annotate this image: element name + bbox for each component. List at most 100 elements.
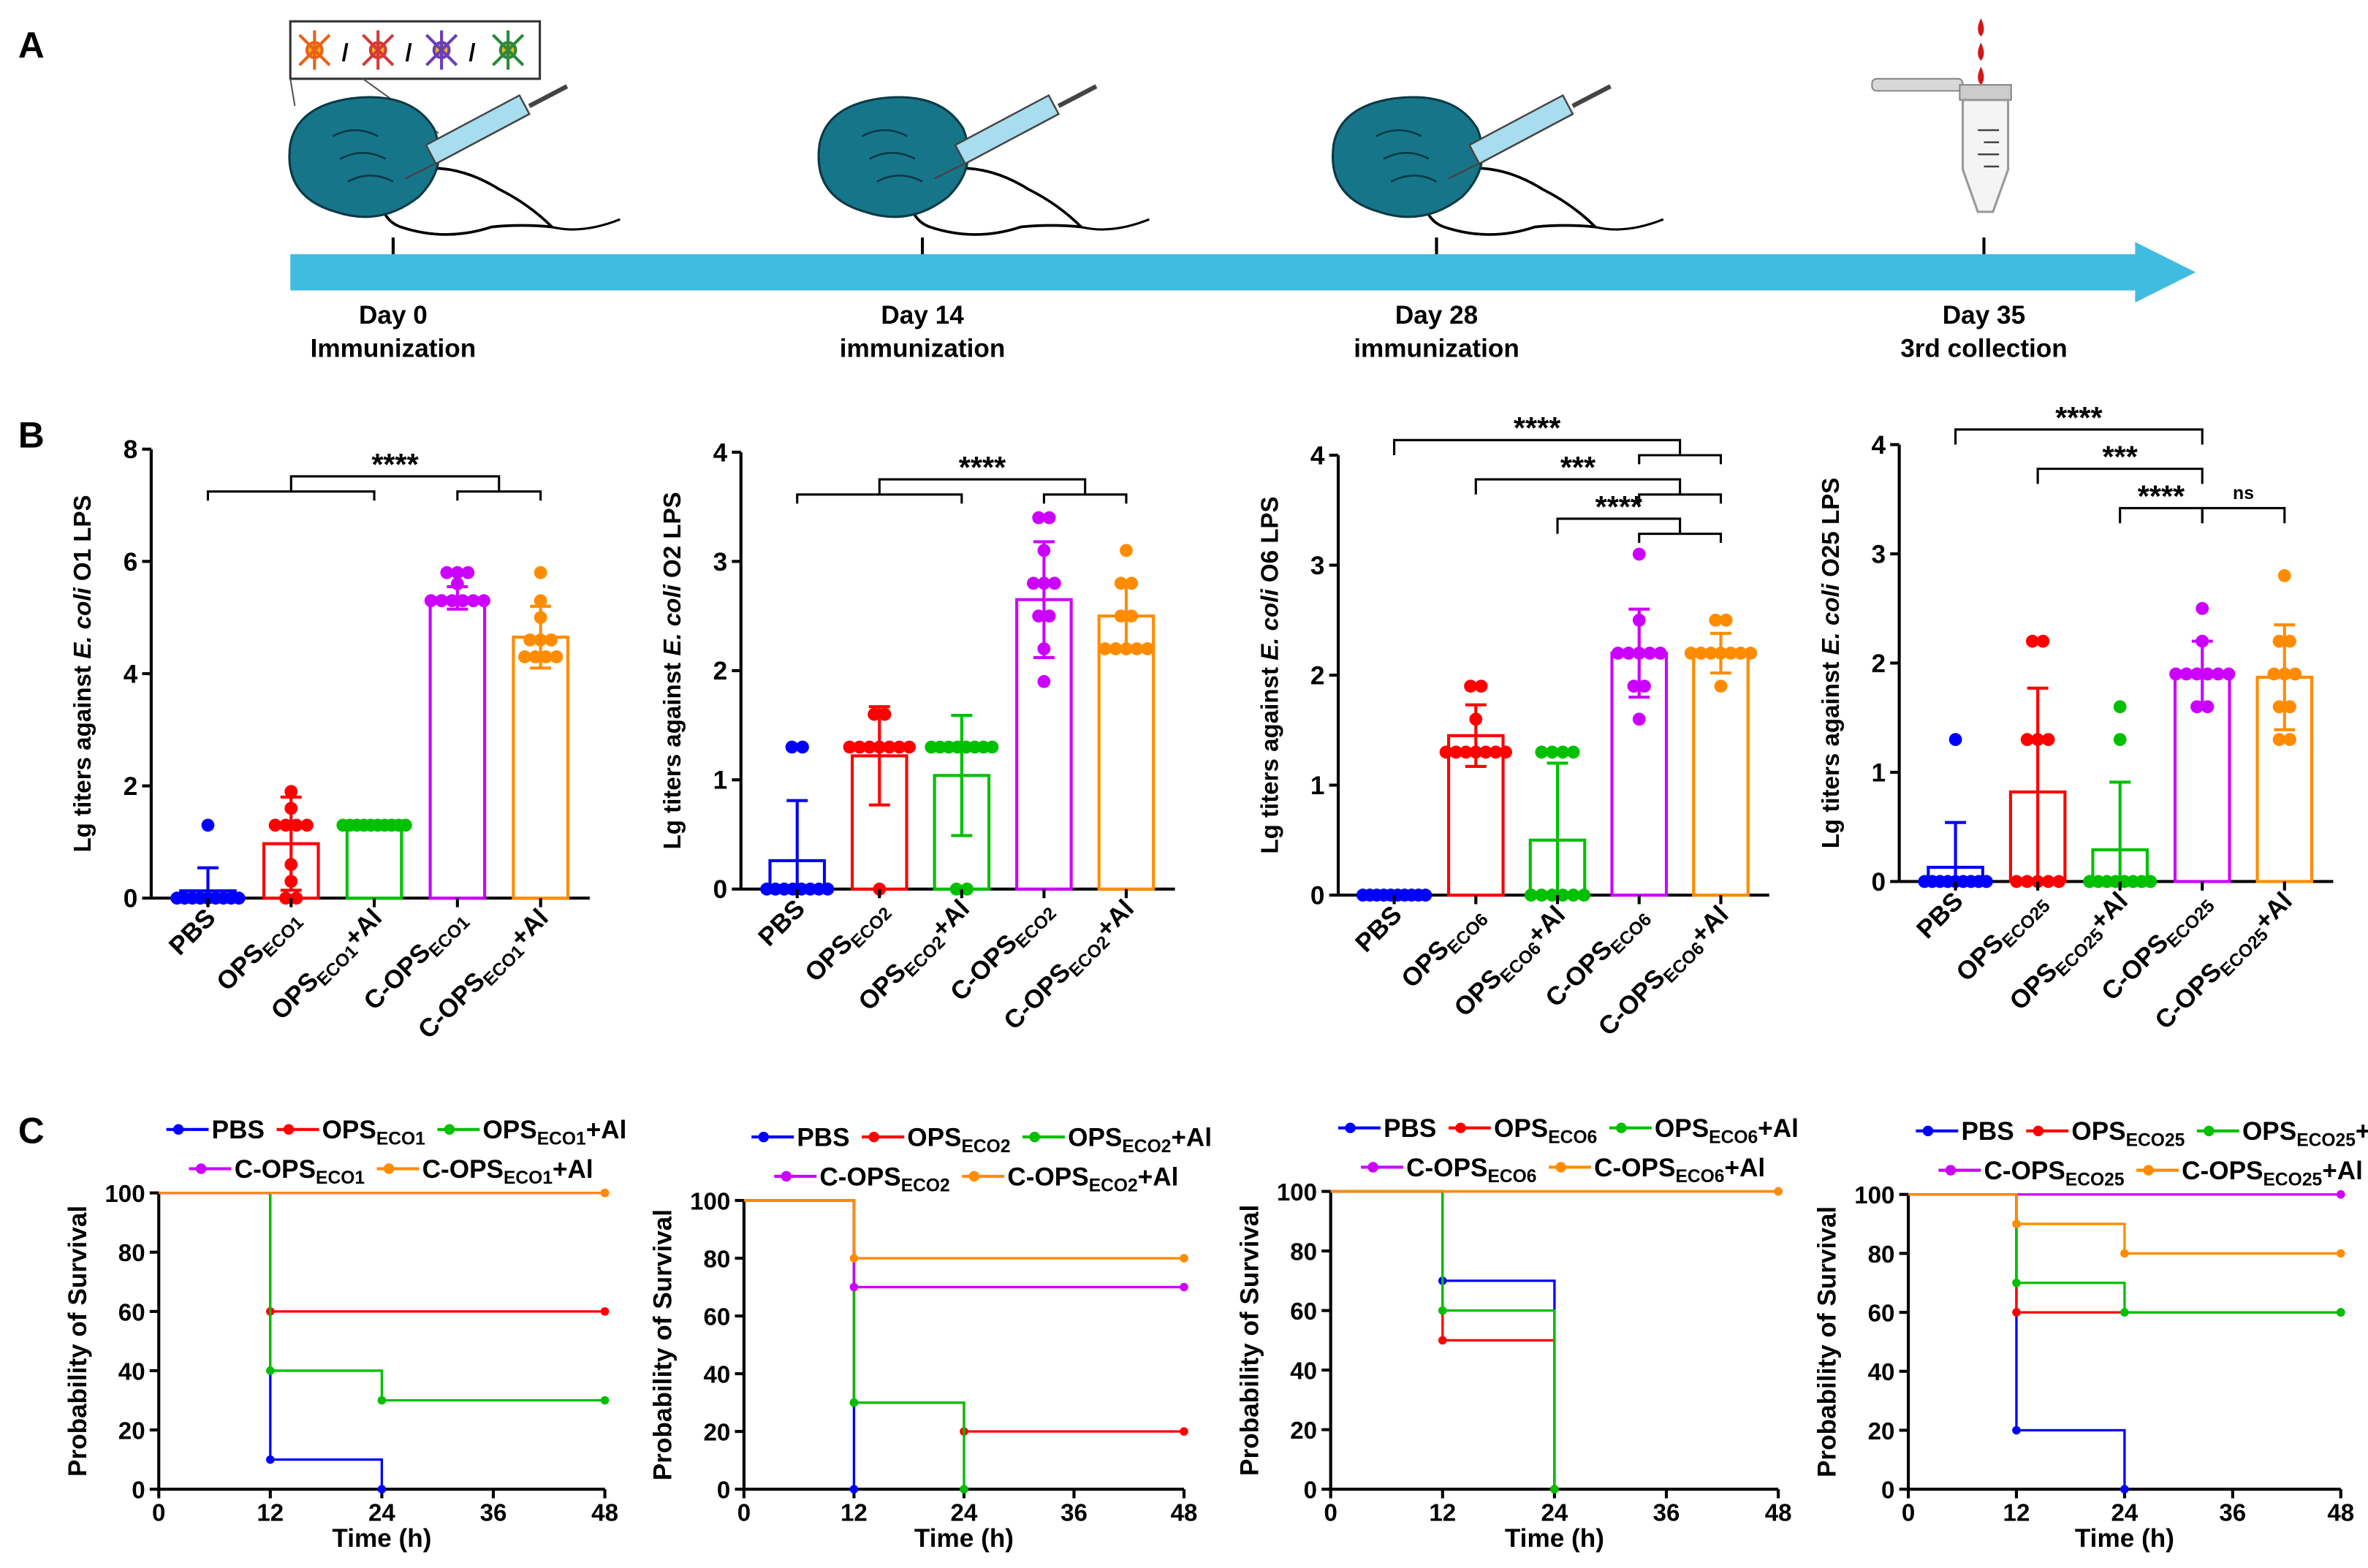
bar: [428, 596, 487, 900]
legend-marker: [1555, 1162, 1566, 1173]
legend-label: OPSECO6: [1494, 1114, 1597, 1147]
y-tick-label: 0: [132, 1477, 145, 1504]
data-point: [1037, 674, 1051, 688]
data-point: [1627, 680, 1641, 693]
data-point: [534, 594, 547, 608]
data-point: [466, 594, 480, 608]
data-point: [1109, 642, 1123, 655]
data-point: [1114, 609, 1128, 623]
bar: [345, 823, 403, 900]
text-part: OPS: [322, 1116, 376, 1144]
text-part: +Al: [1758, 1114, 1799, 1143]
data-point: [2169, 667, 2182, 681]
data-point: [2036, 634, 2050, 648]
censor-marker: [1438, 1336, 1447, 1345]
data-point: [279, 818, 292, 832]
text-part: +Al: [2356, 1117, 2368, 1146]
significance-bracket: [1556, 517, 1723, 544]
data-point: [1439, 745, 1453, 759]
data-point: [1037, 576, 1051, 590]
hand-folds: [1375, 129, 1438, 183]
y-tick-label: 2: [713, 657, 728, 685]
mouse-injection-icon: [1332, 84, 1664, 236]
data-point: [2113, 733, 2127, 747]
legend-marker: [444, 1124, 455, 1135]
data-point: [2277, 569, 2291, 582]
data-point: [399, 818, 412, 832]
text-part: C-OPS: [819, 1162, 900, 1191]
legend-marker: [383, 1163, 395, 1174]
significance-bracket: [2036, 468, 2204, 484]
legend-label: PBS: [212, 1116, 265, 1144]
text-part: OPS: [482, 1116, 536, 1144]
text-part: C-OPS: [1540, 935, 1617, 1013]
error-bar: [951, 714, 973, 837]
text-part: ECO2: [1122, 1137, 1171, 1157]
data-point: [2201, 700, 2215, 714]
text-part: C-OPS: [998, 958, 1076, 1035]
data-point: [2179, 667, 2193, 681]
y-tick-label: 2: [124, 772, 138, 801]
y-axis-label: Probability of Survival: [1235, 1205, 1264, 1476]
significance-label: ***: [2103, 441, 2139, 474]
data-point: [2020, 875, 2034, 888]
data-point: [1449, 745, 1463, 759]
text-part: ECO1: [316, 1168, 365, 1188]
needle: [404, 162, 436, 180]
y-tick-label: 4: [124, 660, 138, 688]
data-point: [2020, 733, 2034, 747]
significance-label: ****: [1514, 411, 1561, 445]
data-point: [1459, 745, 1473, 759]
mouse-injection-icon: [288, 84, 621, 236]
text-part: ECO2: [847, 904, 895, 952]
censor-marker: [849, 1485, 859, 1493]
x-tick-label: PBS: [1350, 900, 1408, 958]
legend-marker: [1945, 1165, 1957, 1176]
text-part: Lg titers against: [1818, 655, 1845, 848]
y-tick-label: 0: [1304, 1477, 1317, 1504]
data-point: [435, 594, 449, 608]
data-point: [1948, 733, 1962, 747]
x-tick-label: 24: [2111, 1500, 2138, 1527]
data-point: [2272, 733, 2286, 747]
y-tick-label: 60: [118, 1299, 145, 1326]
hand: [288, 96, 441, 218]
censor-marker: [2336, 1190, 2345, 1199]
hand: [817, 96, 970, 218]
y-tick-label: 100: [1854, 1182, 1894, 1209]
plunger: [1057, 84, 1098, 108]
survival-curve: [743, 1199, 1184, 1433]
y-tick-label: 100: [690, 1188, 730, 1215]
text-part: OPS: [1068, 1124, 1122, 1152]
bar: [512, 635, 569, 900]
text-part: ECO1: [425, 913, 474, 961]
data-point: [796, 740, 809, 754]
legend-marker: [2143, 1165, 2154, 1176]
text-part: C-OPS: [945, 929, 1022, 1006]
legend-label: C-OPSECO6: [1406, 1154, 1536, 1187]
censor-marker: [600, 1396, 610, 1405]
data-point: [1464, 680, 1477, 693]
legend-label: OPSECO2+Al: [1068, 1124, 1212, 1157]
legend-marker: [1455, 1122, 1466, 1133]
data-point: [1611, 647, 1625, 660]
y-tick-label: 60: [703, 1304, 730, 1331]
text-part: ECO6: [1487, 1167, 1536, 1187]
legend-label: C-OPSECO1+Al: [422, 1155, 593, 1188]
text-part: PBS: [1961, 1117, 2014, 1146]
y-tick-label: 100: [1277, 1179, 1317, 1206]
text-part: ECO25: [2217, 925, 2272, 981]
data-point: [289, 818, 303, 832]
data-point: [853, 740, 867, 754]
data-point: [1632, 613, 1646, 627]
data-point: [2190, 700, 2204, 714]
y-tick-label: 20: [118, 1417, 145, 1445]
censor-marker: [2012, 1426, 2021, 1435]
legend-label: C-OPSECO2: [819, 1162, 949, 1195]
data-point: [1535, 888, 1549, 902]
data-point: [2041, 733, 2055, 747]
censor-marker: [600, 1188, 610, 1198]
data-point: [2272, 634, 2286, 648]
legend-label: OPSECO25+Al: [2242, 1117, 2368, 1150]
data-point: [2201, 667, 2215, 681]
